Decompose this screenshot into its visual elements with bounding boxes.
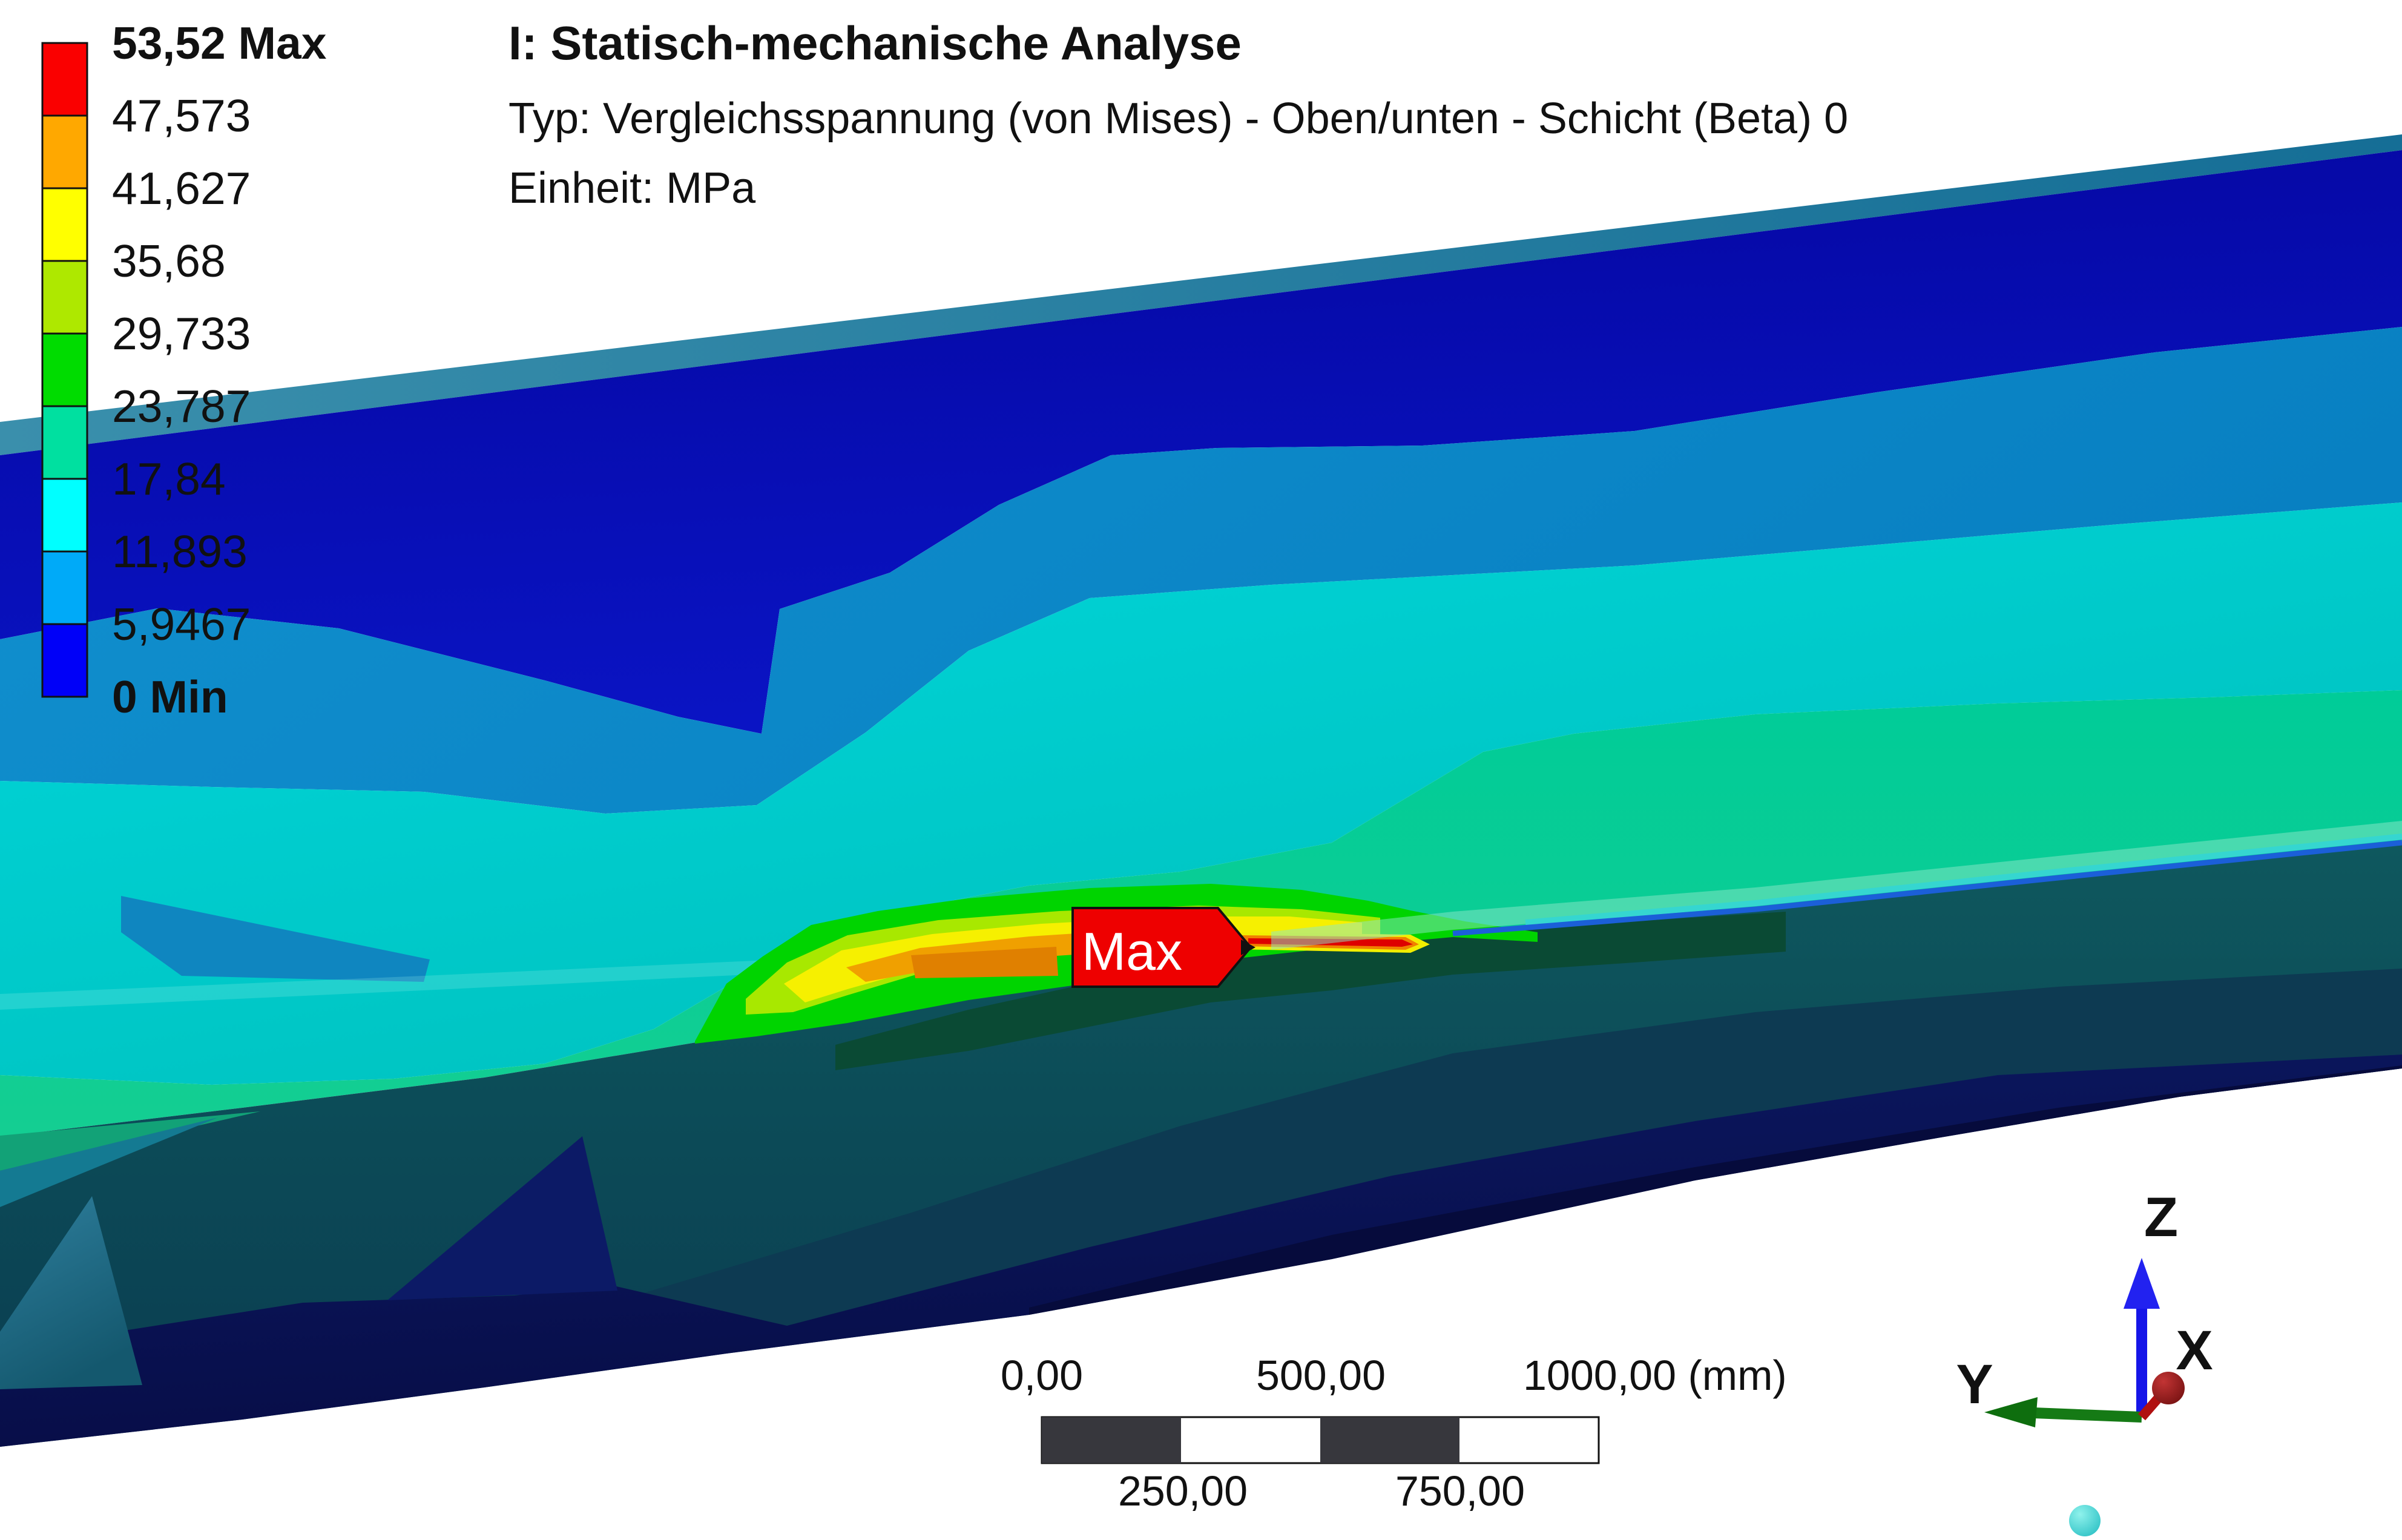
ruler-label-0: 0,00 [1001, 1352, 1083, 1399]
underside-darkgreen-strip [835, 912, 1786, 1070]
legend-swatch-yellow [41, 187, 88, 262]
y-axis-shaft[interactable] [2033, 1407, 2142, 1423]
hotspot-darkorange [911, 947, 1058, 978]
fold-cyan-sliver [1525, 834, 2402, 926]
z-axis-arrowhead[interactable] [2124, 1258, 2160, 1309]
legend-swatch-cyan [41, 478, 88, 553]
legend-swatch-green [41, 332, 88, 407]
legend-swatch-yellowgreen [41, 260, 88, 335]
ruler-label-500: 500,00 [1256, 1352, 1386, 1399]
fold-edge-detail [1271, 821, 2402, 950]
title-block: I: Statisch-mechanische Analyse Typ: Ver… [508, 16, 1848, 212]
underside-navy-spike [387, 1136, 617, 1300]
legend-swatch-red [41, 42, 88, 117]
max-flag[interactable] [1071, 907, 1252, 988]
legend-colorbar [41, 42, 88, 698]
legend-label-1: 47,573 [112, 90, 251, 141]
legend-labels: 53,52 Max 47,573 41,627 35,68 29,733 23,… [112, 18, 327, 722]
scale-ruler: 0,00 500,00 1000,00 (mm) 250,00 750,00 [1001, 1352, 1787, 1515]
max-annotation[interactable]: Max [1071, 907, 1255, 988]
surface-highlight-left [0, 956, 847, 1010]
legend-label-2: 41,627 [112, 163, 251, 214]
ruler-seg-1 [1042, 1417, 1181, 1463]
max-flag-tip [1241, 939, 1255, 955]
legend-swatch-blue [41, 623, 88, 698]
analysis-subtitle: Typ: Vergleichsspannung (von Mises) - Ob… [508, 94, 1848, 143]
shell-underside [0, 843, 2402, 1447]
legend-swatch-springgreen [41, 405, 88, 480]
legend-label-4: 29,733 [112, 308, 251, 359]
y-axis-label[interactable]: Y [1956, 1354, 1993, 1415]
legend-label-7: 11,893 [112, 526, 248, 577]
x-axis-label[interactable]: X [2176, 1320, 2213, 1381]
max-flag-label: Max [1082, 921, 1182, 981]
z-axis-label[interactable]: Z [2144, 1186, 2178, 1248]
iso-view-ball[interactable] [2069, 1505, 2101, 1536]
underside-steel-wedge [0, 1196, 142, 1389]
contour-band-cyan [0, 502, 2402, 1085]
contour-patch-lightblue [121, 896, 430, 982]
x-axis-ball[interactable] [2152, 1372, 2185, 1404]
legend: 53,52 Max 47,573 41,627 35,68 29,733 23,… [41, 18, 327, 722]
legend-label-8: 5,9467 [112, 599, 251, 650]
legend-label-5: 23,787 [112, 381, 251, 432]
ruler-seg-3 [1320, 1417, 1459, 1463]
contour-band-blue [0, 150, 2402, 734]
ruler-label-250: 250,00 [1118, 1467, 1248, 1515]
legend-label-max: 53,52 Max [112, 18, 327, 68]
fold-sliver-teal [0, 1117, 218, 1207]
legend-swatch-skyblue [41, 550, 88, 625]
legend-swatch-orange [41, 114, 88, 189]
legend-label-min: 0 Min [112, 671, 228, 722]
analysis-title: I: Statisch-mechanische Analyse [508, 16, 1242, 70]
analysis-unit: Einheit: MPa [508, 164, 756, 212]
legend-label-3: 35,68 [112, 235, 226, 286]
fold-blue-sliver [1452, 840, 2402, 936]
contour-band-lightblue [0, 327, 2402, 814]
legend-label-6: 17,84 [112, 453, 226, 504]
ruler-label-1000: 1000,00 (mm) [1523, 1352, 1787, 1399]
ruler-label-750: 750,00 [1395, 1467, 1525, 1515]
underside-slate-band [636, 969, 2402, 1349]
y-axis-arrowhead[interactable] [1984, 1397, 2038, 1427]
coordinate-triad[interactable]: Z Y X [1956, 1186, 2213, 1536]
shell-top-edge [0, 134, 2402, 455]
